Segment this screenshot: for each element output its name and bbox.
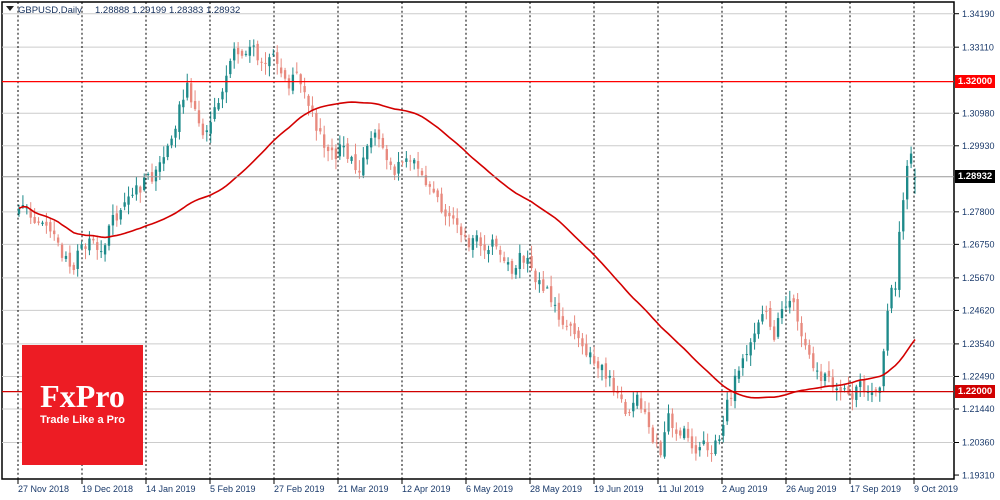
svg-text:28 May 2019: 28 May 2019 bbox=[530, 484, 582, 494]
svg-text:19 Jun 2019: 19 Jun 2019 bbox=[594, 484, 644, 494]
svg-text:1.24620: 1.24620 bbox=[962, 306, 995, 316]
svg-text:1.34190: 1.34190 bbox=[962, 9, 995, 19]
svg-text:6 May 2019: 6 May 2019 bbox=[466, 484, 513, 494]
svg-text:19 Dec 2018: 19 Dec 2018 bbox=[82, 484, 133, 494]
svg-text:21 Mar 2019: 21 Mar 2019 bbox=[338, 484, 389, 494]
svg-text:26 Aug 2019: 26 Aug 2019 bbox=[786, 484, 837, 494]
svg-text:1.22490: 1.22490 bbox=[962, 372, 995, 382]
svg-text:11 Jul 2019: 11 Jul 2019 bbox=[658, 484, 704, 494]
svg-text:1.23540: 1.23540 bbox=[962, 339, 995, 349]
svg-text:1.33110: 1.33110 bbox=[962, 42, 994, 52]
svg-text:1.21440: 1.21440 bbox=[962, 404, 995, 414]
svg-text:5 Feb 2019: 5 Feb 2019 bbox=[210, 484, 256, 494]
svg-text:1.25670: 1.25670 bbox=[962, 273, 995, 283]
svg-text:1.27800: 1.27800 bbox=[962, 207, 995, 217]
svg-text:1.29930: 1.29930 bbox=[962, 141, 995, 151]
svg-text:1.19310: 1.19310 bbox=[962, 470, 995, 480]
svg-text:27 Nov 2018: 27 Nov 2018 bbox=[18, 484, 69, 494]
svg-text:12 Apr 2019: 12 Apr 2019 bbox=[402, 484, 451, 494]
svg-text:1.26750: 1.26750 bbox=[962, 240, 995, 250]
svg-text:1.20360: 1.20360 bbox=[962, 438, 995, 448]
svg-text:27 Feb 2019: 27 Feb 2019 bbox=[274, 484, 325, 494]
svg-text:1.30980: 1.30980 bbox=[962, 108, 995, 118]
svg-text:2 Aug 2019: 2 Aug 2019 bbox=[722, 484, 768, 494]
svg-text:9 Oct 2019: 9 Oct 2019 bbox=[914, 484, 958, 494]
svg-text:14 Jan 2019: 14 Jan 2019 bbox=[146, 484, 196, 494]
svg-text:17 Sep 2019: 17 Sep 2019 bbox=[850, 484, 901, 494]
